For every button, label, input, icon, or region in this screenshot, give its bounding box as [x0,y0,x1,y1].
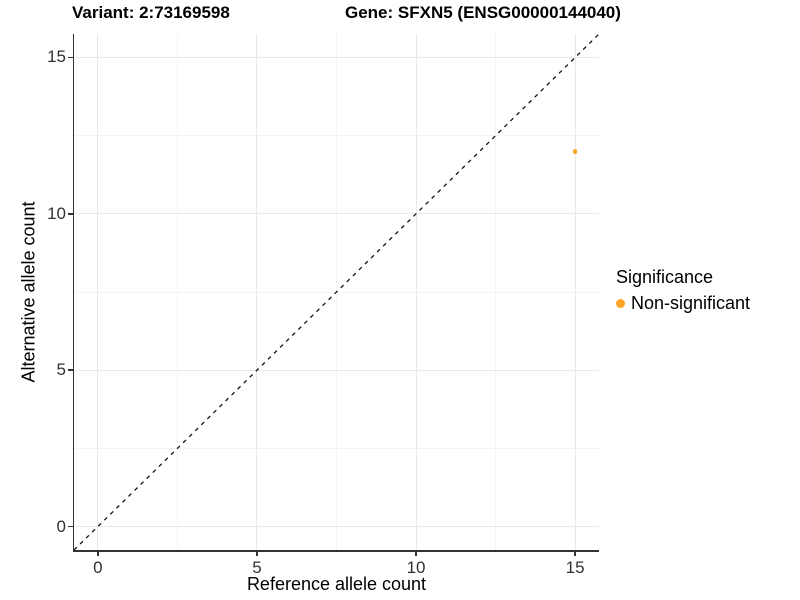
legend-point-icon [616,299,625,308]
x-tick-mark [574,551,576,556]
legend-entry: Non-significant [616,293,750,314]
y-tick-label: 0 [56,516,66,536]
x-axis-title: Reference allele count [246,574,427,594]
legend-title: Significance [616,267,714,287]
y-tick-mark [68,369,73,371]
x-tick-mark [256,551,258,556]
y-axis-title: Alternative allele count [18,201,39,383]
y-major-gridline [74,213,599,215]
y-tick-label: 10 [47,203,66,223]
x-major-gridline [415,34,417,550]
y-major-gridline [74,369,599,371]
y-tick-mark [68,56,73,59]
x-tick-label: 10 [406,558,426,577]
x-major-gridline [574,34,576,550]
identity-reference-line [74,34,599,550]
plot-title-gene: Gene: SFXN5 (ENSG00000144040) [345,3,621,22]
data-point [572,148,578,154]
x-axis-line [72,550,599,552]
y-tick-label: 5 [56,360,66,380]
y-axis-line [72,34,74,552]
y-major-gridline [74,56,599,58]
legend: Significance Non-significant [616,267,750,314]
y-minor-gridline [74,135,599,137]
y-major-gridline [74,526,599,528]
x-major-gridline [256,34,258,550]
x-tick-mark [97,551,99,556]
plot-title-variant: Variant: 2:73169598 [72,3,230,22]
x-tick-label: 0 [93,558,103,577]
x-major-gridline [97,34,99,550]
y-tick-label: 15 [47,47,66,67]
x-tick-label: 5 [252,558,262,577]
y-minor-gridline [74,447,599,449]
y-tick-mark [68,213,73,215]
x-tick-mark [415,551,417,556]
x-tick-label: 15 [565,558,585,577]
y-tick-mark [68,525,73,528]
identity-line-layer [74,34,599,550]
legend-entry-label: Non-significant [631,293,751,313]
